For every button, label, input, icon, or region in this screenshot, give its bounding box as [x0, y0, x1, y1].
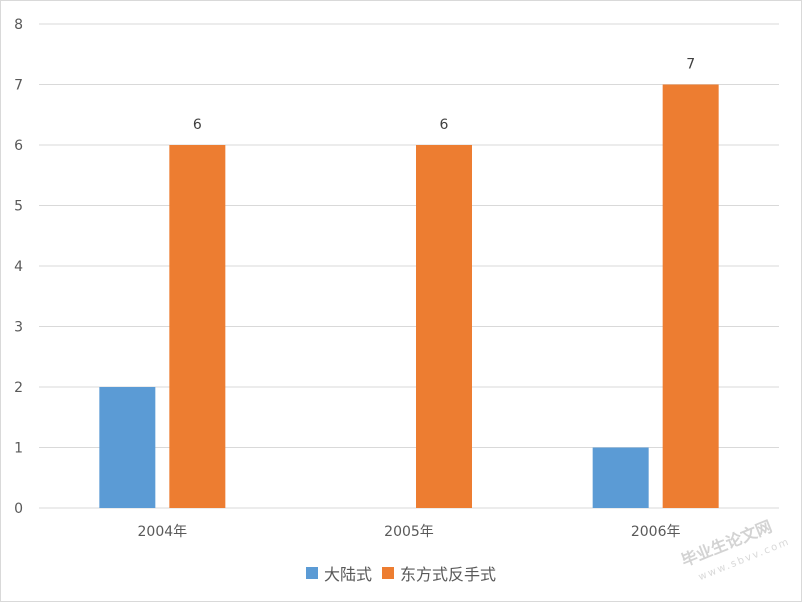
x-tick-label-0: 2004年 [138, 524, 188, 540]
y-tick-label-1: 1 [14, 441, 23, 457]
legend-swatch-dalushi [305, 567, 318, 579]
y-axis-ticks: 0 1 2 3 4 5 6 7 8 [14, 17, 23, 517]
bar-dalushi-2 [592, 447, 649, 508]
bar-dongfangshi-0 [169, 145, 226, 508]
legend-swatch-dongfangshi [382, 567, 394, 579]
bar-dongfangshi-1 [416, 145, 472, 508]
legend: 大陆式 东方式反手式 [1, 561, 801, 585]
y-tick-label-3: 3 [14, 320, 23, 336]
bars [99, 84, 719, 508]
x-tick-label-1: 2005年 [384, 524, 434, 540]
y-tick-label-0: 0 [14, 501, 23, 517]
y-tick-label-7: 7 [14, 78, 23, 94]
y-tick-label-6: 6 [14, 138, 23, 154]
gridlines [39, 23, 779, 509]
data-label-dongfangshi-2: 7 [686, 57, 695, 73]
bar-dongfangshi-2 [662, 84, 719, 508]
data-labels: 6 6 7 [193, 57, 695, 134]
x-axis-ticks: 2004年 2005年 2006年 [138, 524, 681, 540]
y-tick-label-8: 8 [14, 17, 23, 33]
data-label-dongfangshi-1: 6 [440, 117, 449, 133]
y-tick-label-2: 2 [14, 380, 23, 396]
legend-item-dongfangshi: 东方式反手式 [382, 561, 496, 585]
data-label-dongfangshi-0: 6 [193, 117, 202, 133]
x-tick-label-2: 2006年 [631, 524, 681, 540]
legend-item-dalushi: 大陆式 [305, 561, 372, 585]
y-tick-label-5: 5 [14, 199, 23, 215]
legend-label-dalushi: 大陆式 [323, 565, 372, 584]
bar-dalushi-0 [99, 387, 156, 508]
y-tick-label-4: 4 [14, 259, 23, 275]
legend-label-dongfangshi: 东方式反手式 [400, 565, 497, 584]
